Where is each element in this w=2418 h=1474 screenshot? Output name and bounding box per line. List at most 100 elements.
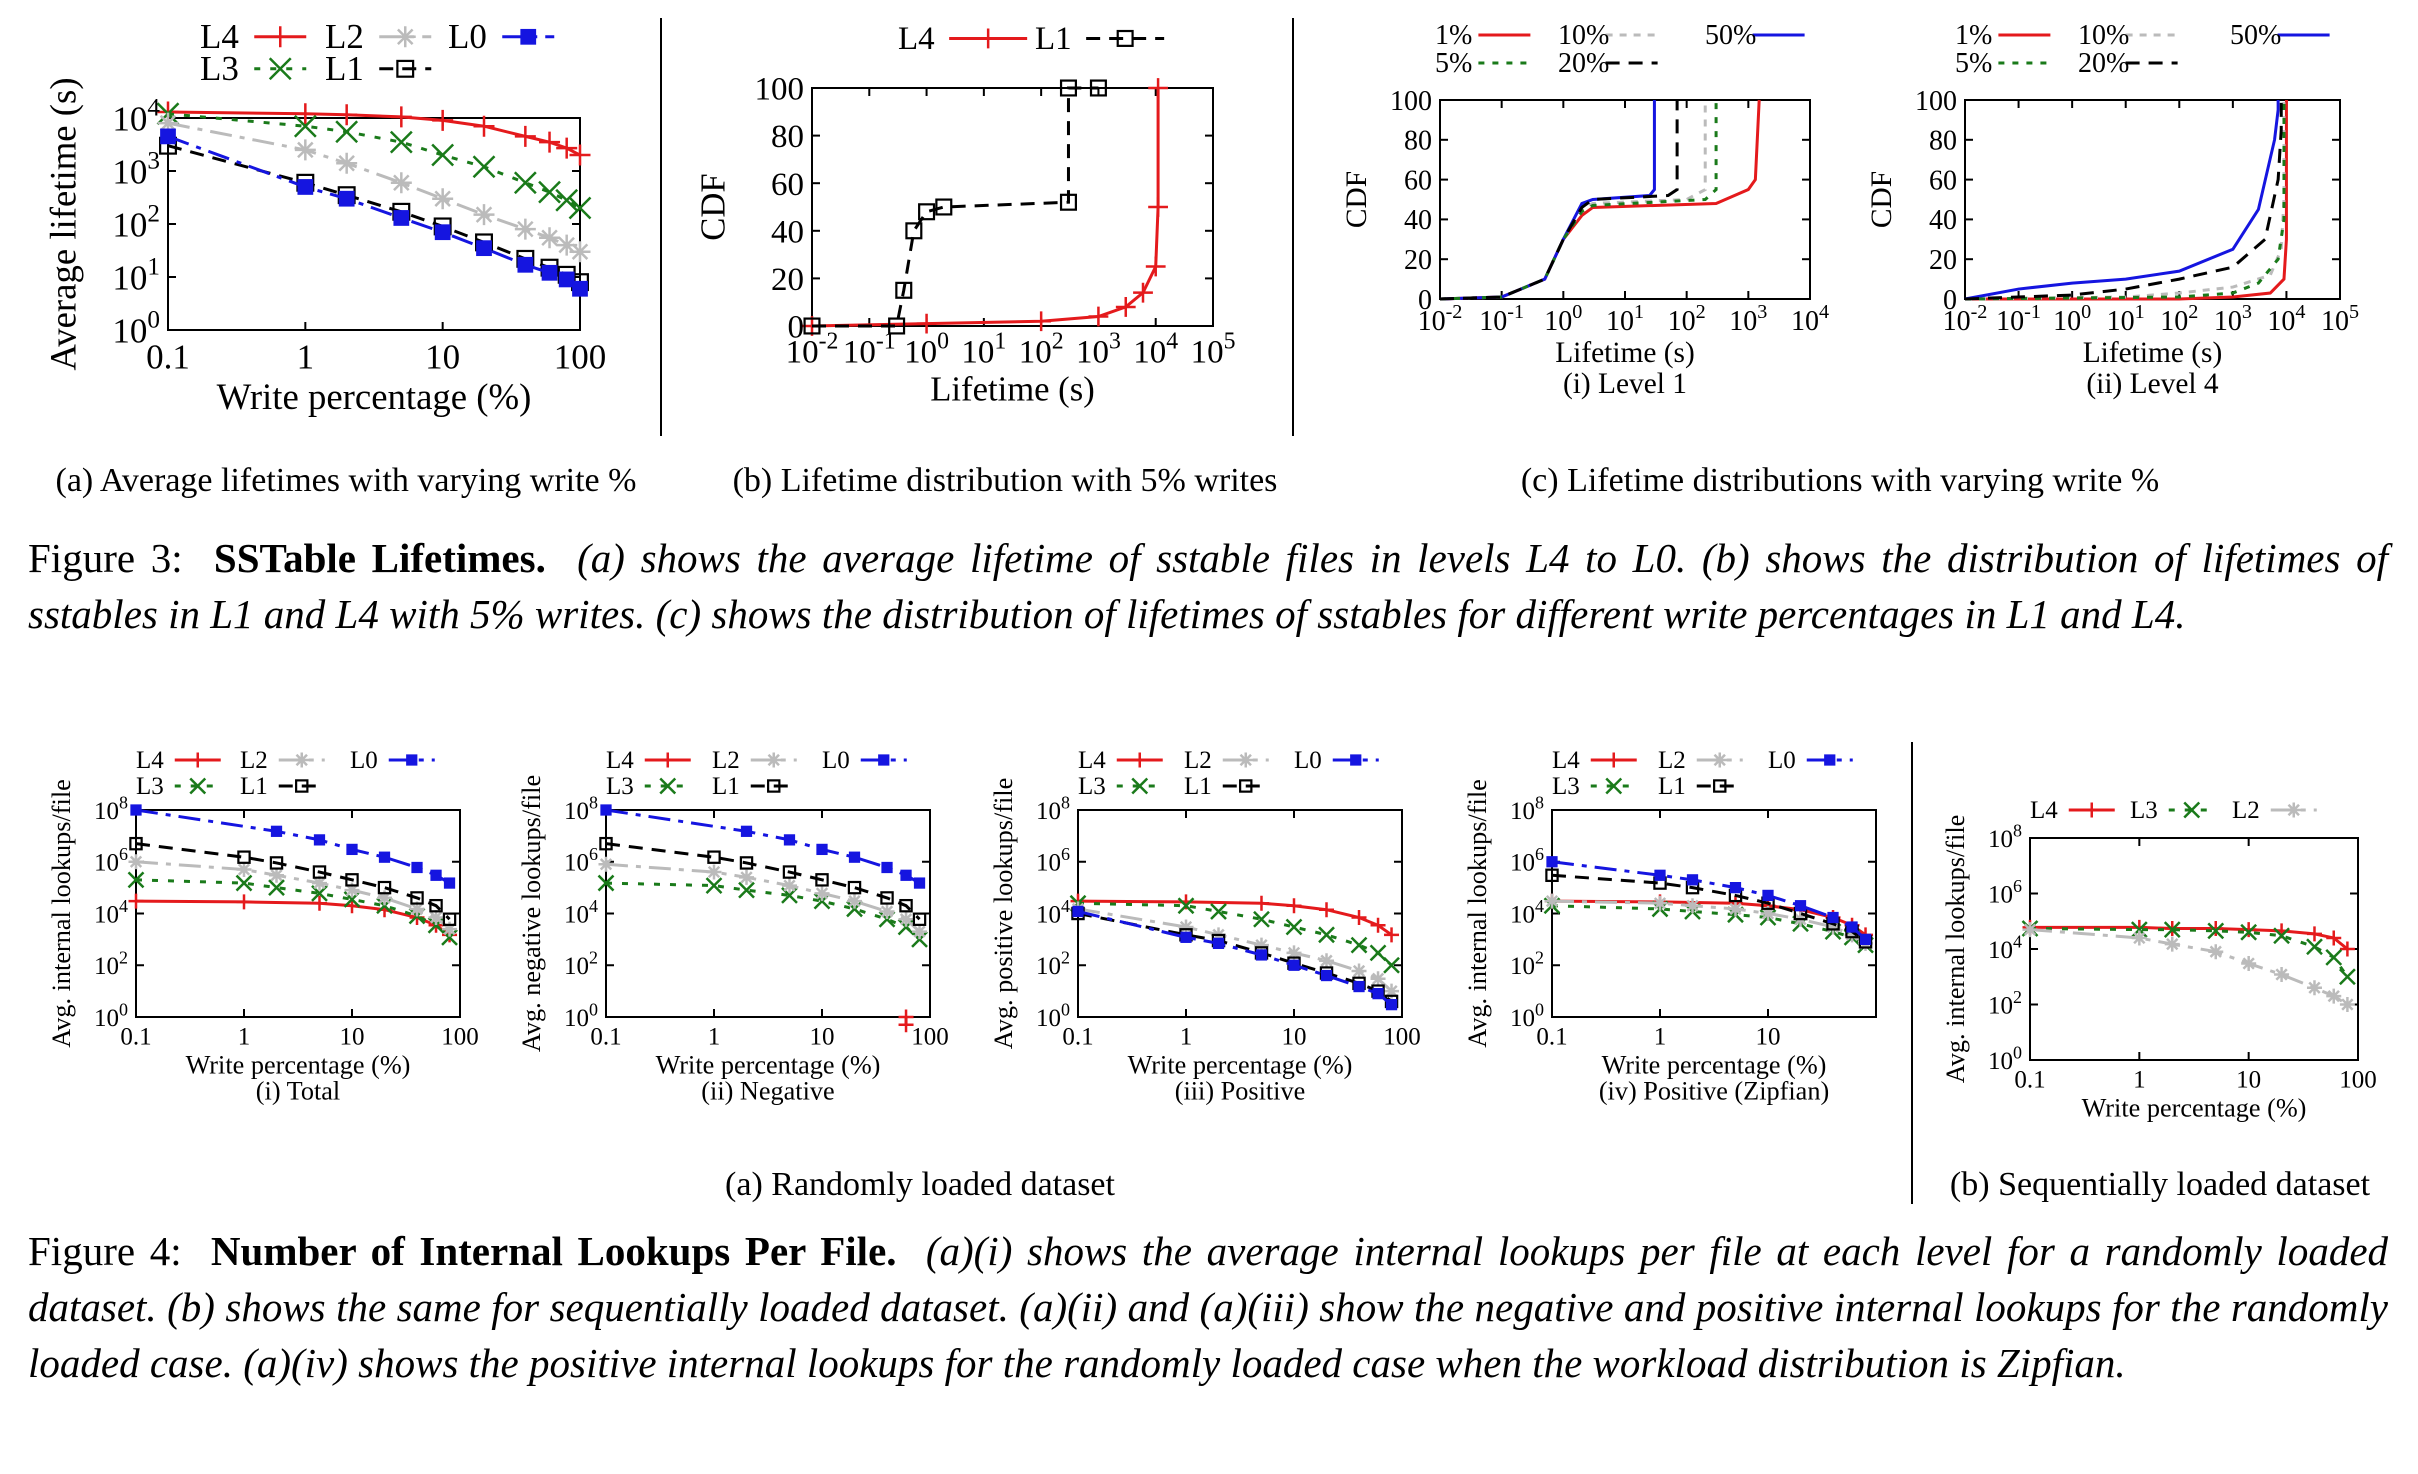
- series-line-L4: [811, 88, 1160, 328]
- data-point: [1288, 959, 1300, 971]
- x-axis-label: Write percentage (%): [2082, 1093, 2307, 1122]
- chart-fig4a_i: [127, 752, 461, 1018]
- data-point: [766, 752, 782, 768]
- y-tick-label: 106: [1510, 844, 1544, 877]
- y-axis-label: CDF: [695, 173, 733, 240]
- legend-label: L3: [136, 773, 164, 800]
- chart-subtitle: (iii) Positive: [1175, 1077, 1306, 1106]
- x-tick-label: 10-2: [1943, 301, 1988, 337]
- data-point: [514, 125, 536, 147]
- legend-label: L4: [1078, 747, 1106, 774]
- data-point: [569, 144, 591, 166]
- data-point: [2306, 926, 2322, 942]
- y-tick-label: 104: [1510, 896, 1544, 929]
- y-tick-label: 20: [771, 262, 804, 298]
- legend-label: L1: [1035, 21, 1072, 57]
- x-axis-label: Lifetime (s): [1555, 337, 1695, 369]
- y-tick-label: 100: [1988, 1042, 2022, 1075]
- data-point: [295, 779, 309, 793]
- data-point: [2339, 968, 2356, 986]
- legend-label: 10%: [2078, 20, 2129, 51]
- data-point: [1729, 882, 1742, 894]
- legend-label: L0: [1294, 747, 1322, 774]
- y-tick-label: 104: [564, 896, 598, 929]
- x-tick-label: 104: [1791, 301, 1829, 337]
- data-point: [1859, 933, 1872, 945]
- data-point: [2273, 927, 2290, 945]
- data-point: [313, 834, 326, 846]
- data-point: [659, 777, 677, 795]
- series-line-20pct: [1964, 100, 2283, 301]
- y-tick-label: 40: [1929, 205, 1957, 236]
- data-point: [236, 862, 252, 878]
- y-tick-label: 100: [94, 999, 128, 1032]
- data-point: [130, 804, 142, 816]
- data-point: [127, 871, 145, 889]
- series-line-10pct: [1439, 100, 1707, 301]
- y-tick-label: 80: [1404, 126, 1432, 157]
- data-point: [376, 897, 393, 915]
- legend-label: L3: [2130, 797, 2158, 824]
- x-tick-label: 103: [2214, 301, 2252, 337]
- data-point: [599, 836, 613, 851]
- data-point: [1088, 306, 1109, 327]
- data-point: [2326, 988, 2342, 1004]
- data-point: [431, 143, 455, 167]
- data-point: [1212, 937, 1225, 950]
- data-point: [2183, 801, 2201, 819]
- data-point: [2325, 948, 2343, 966]
- data-point: [556, 234, 578, 256]
- x-tick-label: 100: [441, 1024, 479, 1051]
- legend-label: L4: [2030, 797, 2058, 824]
- data-point: [1253, 895, 1269, 911]
- x-tick-label: 10-1: [843, 328, 896, 370]
- data-point: [1320, 969, 1333, 982]
- data-point: [1545, 868, 1559, 883]
- data-point: [878, 754, 890, 766]
- y-tick-label: 106: [1036, 844, 1070, 877]
- group-caption-4b: (b) Sequentially loaded dataset: [1949, 1166, 2371, 1203]
- x-tick-label: 101: [2107, 301, 2145, 337]
- x-tick-label: 100: [904, 328, 949, 370]
- data-point: [816, 843, 828, 856]
- data-point: [848, 851, 861, 863]
- x-tick-label: 103: [1729, 301, 1767, 337]
- data-point: [740, 825, 753, 837]
- x-tick-label: 102: [1668, 301, 1706, 337]
- data-point: [1319, 953, 1335, 969]
- legend-label: L1: [1658, 773, 1686, 800]
- data-point: [377, 880, 392, 895]
- data-point: [1148, 197, 1168, 217]
- series-line-L4: [1551, 899, 1867, 937]
- legend-label: L2: [325, 17, 364, 56]
- legend-label: 50%: [1705, 20, 1756, 51]
- data-point: [1652, 895, 1668, 911]
- data-point: [157, 112, 179, 134]
- x-tick-label: 100: [2053, 301, 2091, 337]
- data-point: [1654, 869, 1666, 881]
- data-point: [345, 873, 359, 887]
- data-point: [1846, 921, 1858, 933]
- data-point: [1318, 926, 1335, 944]
- separator-3ab: [660, 18, 662, 436]
- data-point: [1285, 918, 1303, 936]
- data-point: [2306, 938, 2323, 956]
- legend-label: L2: [2232, 797, 2260, 824]
- data-point: [912, 924, 928, 940]
- chart-fig4a_iv: [1543, 752, 1877, 1018]
- x-tick-label: 102: [2160, 301, 2198, 337]
- data-point: [1178, 919, 1194, 935]
- data-point: [1685, 898, 1701, 914]
- series-line-L1: [812, 86, 1099, 328]
- data-point: [2022, 922, 2038, 938]
- data-point: [1794, 900, 1807, 912]
- data-point: [1350, 754, 1362, 766]
- x-tick-label: 10: [425, 338, 460, 377]
- data-point: [432, 188, 454, 210]
- series-line-L1: [135, 842, 451, 921]
- data-point: [269, 867, 285, 883]
- data-point: [1132, 752, 1148, 768]
- y-tick-label: 102: [94, 948, 128, 981]
- y-tick-label: 102: [1988, 987, 2022, 1020]
